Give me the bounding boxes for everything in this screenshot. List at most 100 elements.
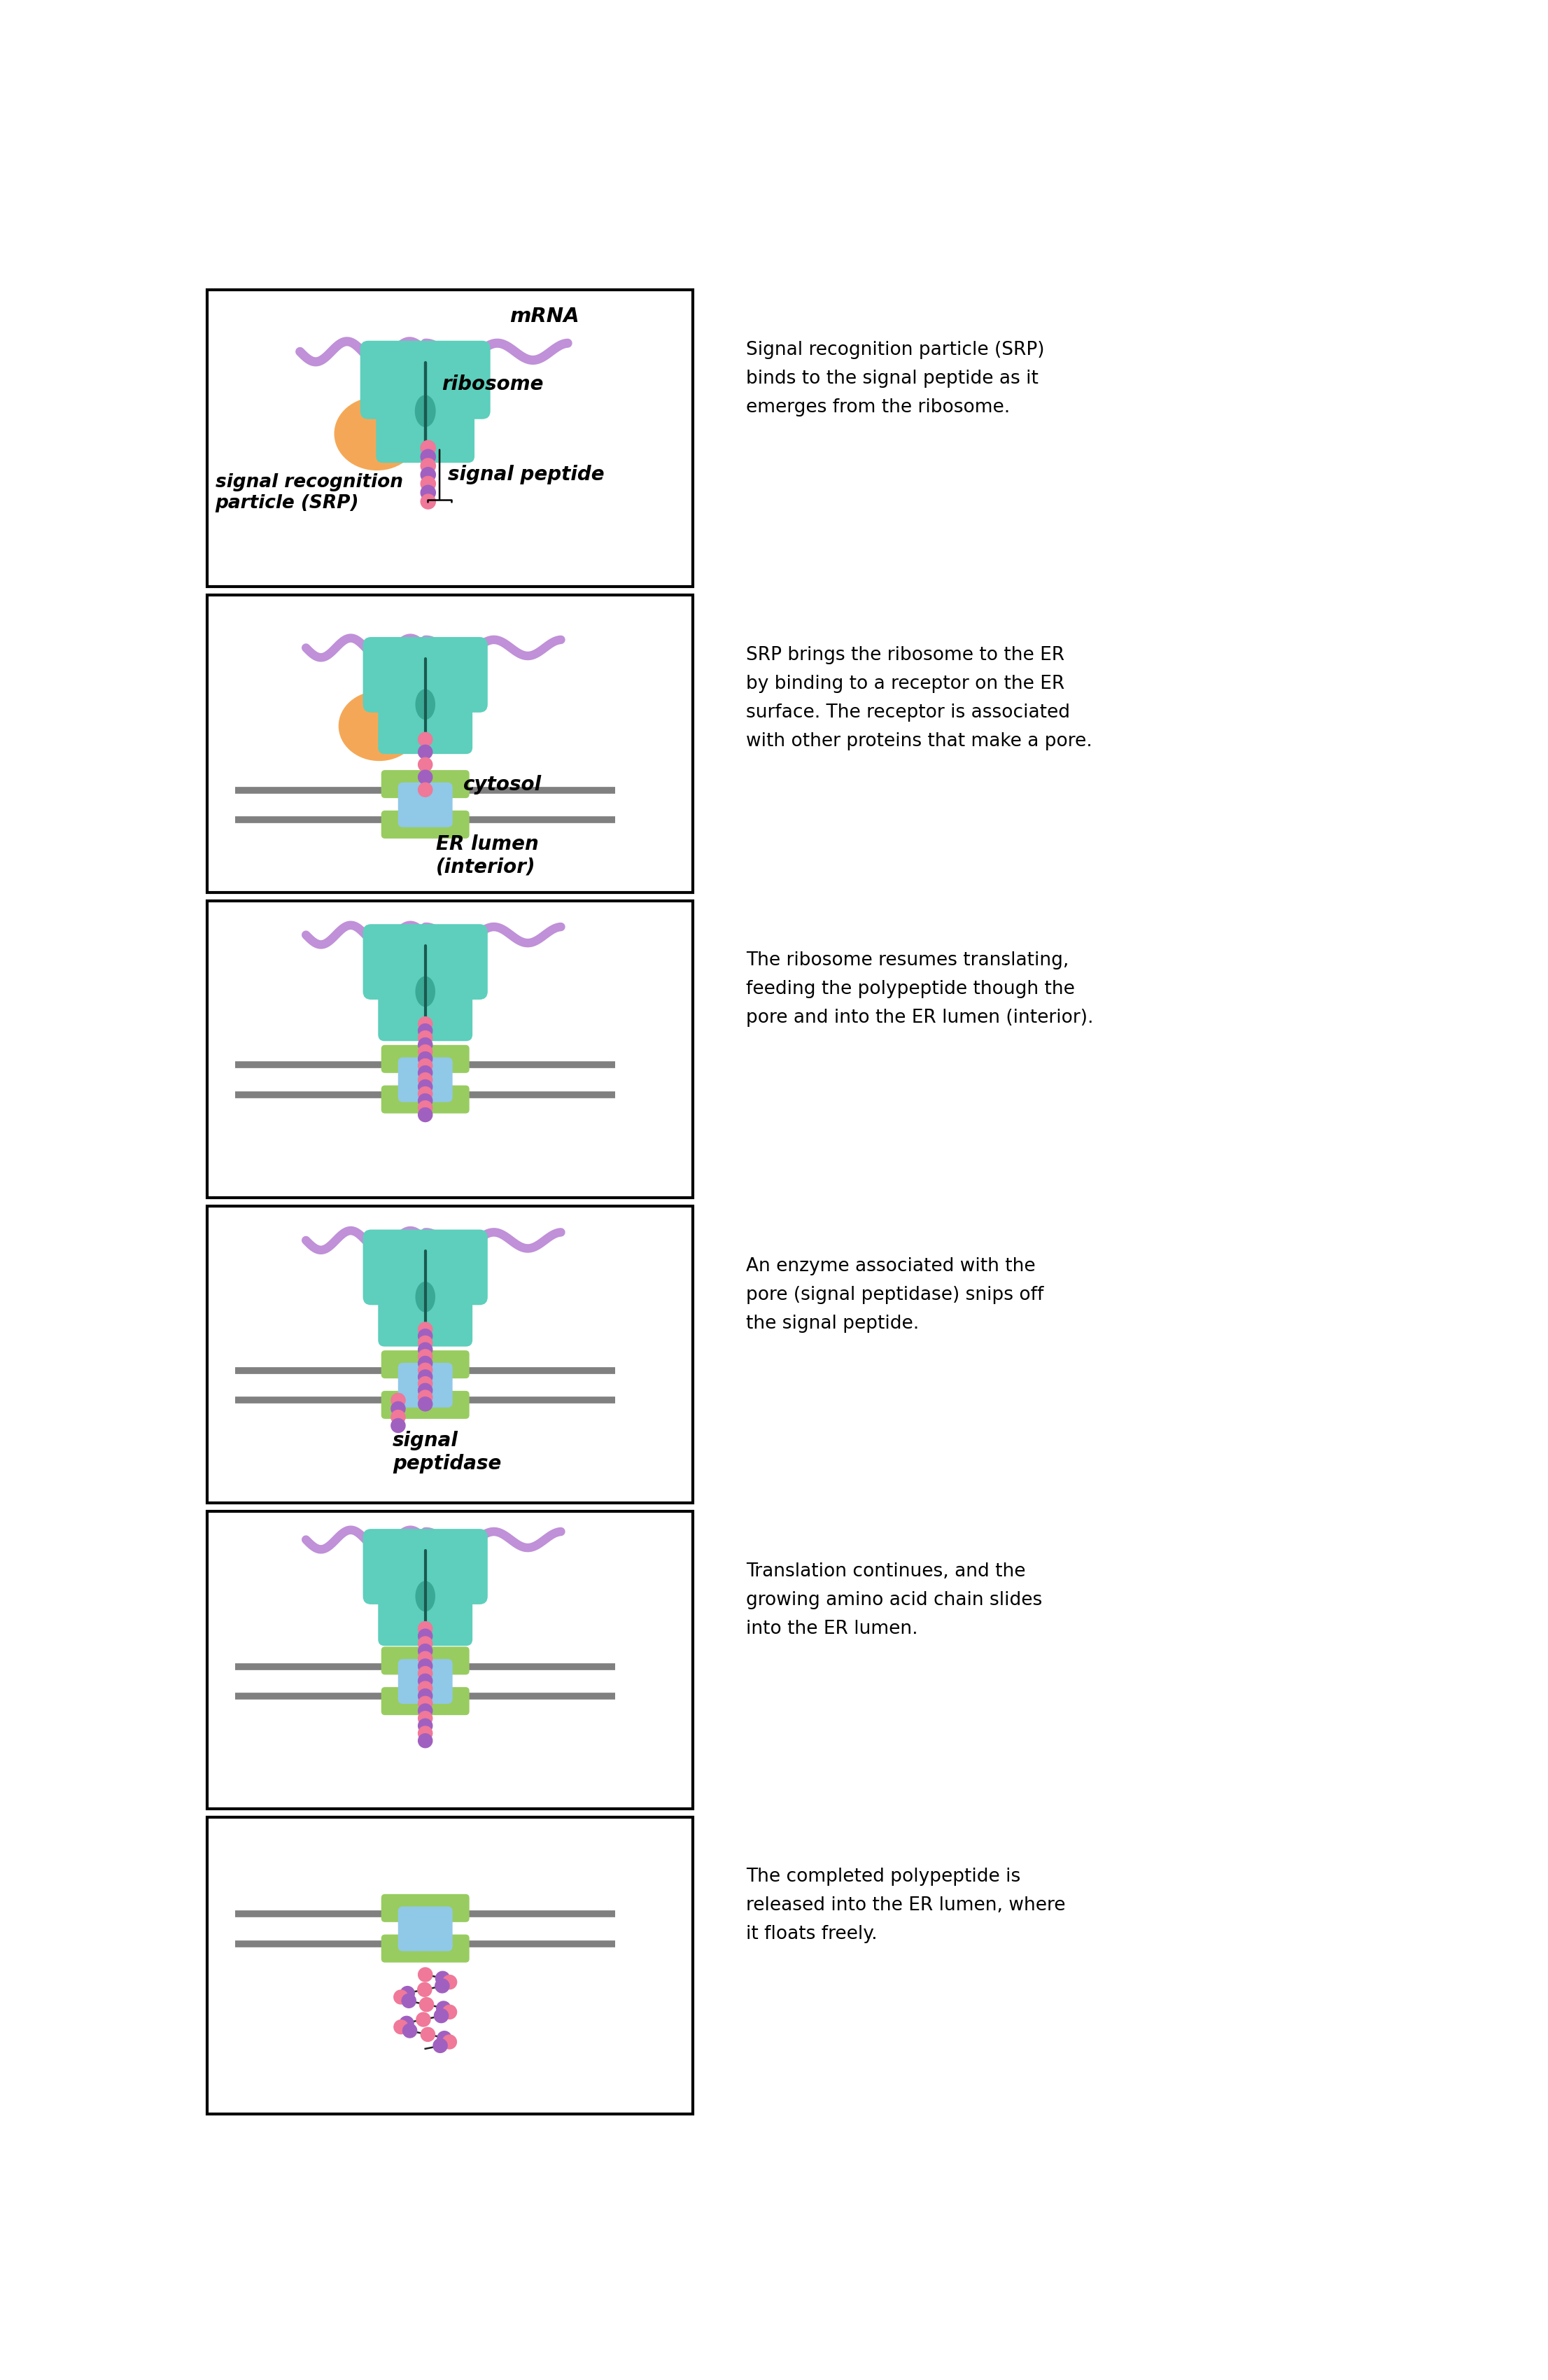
Circle shape — [402, 2023, 416, 2037]
FancyBboxPatch shape — [398, 1057, 452, 1102]
Circle shape — [399, 2016, 413, 2030]
FancyBboxPatch shape — [378, 1285, 472, 1347]
Circle shape — [418, 1704, 432, 1718]
Text: Translation continues, and the
growing amino acid chain slides
into the ER lumen: Translation continues, and the growing a… — [746, 1561, 1042, 1637]
Circle shape — [421, 459, 435, 474]
Circle shape — [418, 1045, 432, 1059]
Circle shape — [418, 1628, 432, 1642]
Circle shape — [418, 1052, 432, 1066]
Circle shape — [418, 1726, 432, 1740]
Circle shape — [418, 1364, 432, 1378]
FancyBboxPatch shape — [398, 783, 452, 828]
FancyBboxPatch shape — [361, 340, 491, 419]
Circle shape — [418, 771, 432, 783]
Circle shape — [393, 1990, 409, 2004]
Ellipse shape — [416, 1283, 435, 1311]
Circle shape — [418, 1652, 432, 1666]
Circle shape — [421, 486, 435, 500]
Ellipse shape — [416, 690, 435, 719]
Circle shape — [418, 1680, 432, 1695]
Bar — [207, 1816, 694, 2113]
FancyBboxPatch shape — [381, 812, 469, 838]
Circle shape — [401, 1987, 415, 1999]
Circle shape — [421, 450, 435, 464]
Bar — [207, 900, 694, 1197]
FancyBboxPatch shape — [381, 771, 469, 797]
Circle shape — [418, 1031, 432, 1045]
Circle shape — [418, 1376, 432, 1390]
Ellipse shape — [415, 395, 435, 426]
Circle shape — [418, 1023, 432, 1038]
Circle shape — [418, 1718, 432, 1733]
Circle shape — [418, 1016, 432, 1031]
Circle shape — [416, 2013, 430, 2025]
Circle shape — [433, 2040, 447, 2052]
Text: An enzyme associated with the
pore (signal peptidase) snips off
the signal pepti: An enzyme associated with the pore (sign… — [746, 1257, 1043, 1333]
Circle shape — [418, 1038, 432, 1052]
Text: signal
peptidase: signal peptidase — [393, 1430, 502, 1473]
Circle shape — [392, 1402, 406, 1416]
FancyBboxPatch shape — [398, 1364, 452, 1407]
Circle shape — [392, 1409, 406, 1423]
Circle shape — [393, 2021, 409, 2035]
Ellipse shape — [339, 690, 420, 762]
Circle shape — [443, 1975, 457, 1990]
Circle shape — [438, 2030, 452, 2044]
FancyBboxPatch shape — [378, 981, 472, 1040]
Circle shape — [421, 2028, 435, 2042]
FancyBboxPatch shape — [362, 638, 488, 712]
Circle shape — [418, 1697, 432, 1711]
Text: SRP brings the ribosome to the ER
by binding to a receptor on the ER
surface. Th: SRP brings the ribosome to the ER by bin… — [746, 645, 1093, 750]
Circle shape — [418, 1968, 432, 1983]
Circle shape — [418, 1059, 432, 1073]
FancyBboxPatch shape — [381, 1349, 469, 1378]
Circle shape — [418, 757, 432, 771]
Circle shape — [437, 2002, 450, 2016]
FancyBboxPatch shape — [376, 400, 475, 462]
Text: The completed polypeptide is
released into the ER lumen, where
it floats freely.: The completed polypeptide is released in… — [746, 1868, 1065, 1944]
Circle shape — [418, 1081, 432, 1095]
Circle shape — [418, 1107, 432, 1121]
Circle shape — [418, 1323, 432, 1335]
FancyBboxPatch shape — [362, 1528, 488, 1604]
Circle shape — [402, 1994, 416, 2009]
Text: signal recognition
particle (SRP): signal recognition particle (SRP) — [215, 474, 402, 512]
Bar — [207, 1511, 694, 1809]
Circle shape — [418, 1328, 432, 1342]
Circle shape — [418, 1342, 432, 1357]
Circle shape — [418, 1666, 432, 1680]
FancyBboxPatch shape — [381, 1687, 469, 1716]
Ellipse shape — [334, 397, 420, 471]
Circle shape — [418, 1983, 432, 1997]
Circle shape — [418, 1102, 432, 1114]
Circle shape — [392, 1392, 406, 1407]
Bar — [207, 290, 694, 588]
FancyBboxPatch shape — [398, 1906, 452, 1952]
Text: ribosome: ribosome — [441, 374, 543, 393]
Circle shape — [433, 2009, 449, 2023]
Circle shape — [418, 733, 432, 747]
FancyBboxPatch shape — [362, 923, 488, 1000]
FancyBboxPatch shape — [381, 1390, 469, 1418]
Circle shape — [418, 1095, 432, 1107]
Circle shape — [418, 1733, 432, 1747]
FancyBboxPatch shape — [398, 1659, 452, 1704]
Circle shape — [418, 1390, 432, 1404]
Circle shape — [443, 2004, 457, 2018]
Circle shape — [443, 2035, 457, 2049]
FancyBboxPatch shape — [381, 1647, 469, 1676]
Circle shape — [420, 1997, 433, 2011]
Circle shape — [421, 440, 435, 455]
Text: Signal recognition particle (SRP)
binds to the signal peptide as it
emerges from: Signal recognition particle (SRP) binds … — [746, 340, 1045, 416]
Circle shape — [418, 1357, 432, 1371]
FancyBboxPatch shape — [378, 1585, 472, 1647]
FancyBboxPatch shape — [381, 1935, 469, 1963]
Circle shape — [418, 1066, 432, 1081]
Circle shape — [418, 1349, 432, 1364]
Circle shape — [392, 1418, 406, 1433]
Circle shape — [418, 1659, 432, 1673]
Circle shape — [418, 1371, 432, 1383]
Circle shape — [421, 466, 435, 483]
Text: cytosol: cytosol — [463, 774, 542, 795]
Circle shape — [418, 1335, 432, 1349]
